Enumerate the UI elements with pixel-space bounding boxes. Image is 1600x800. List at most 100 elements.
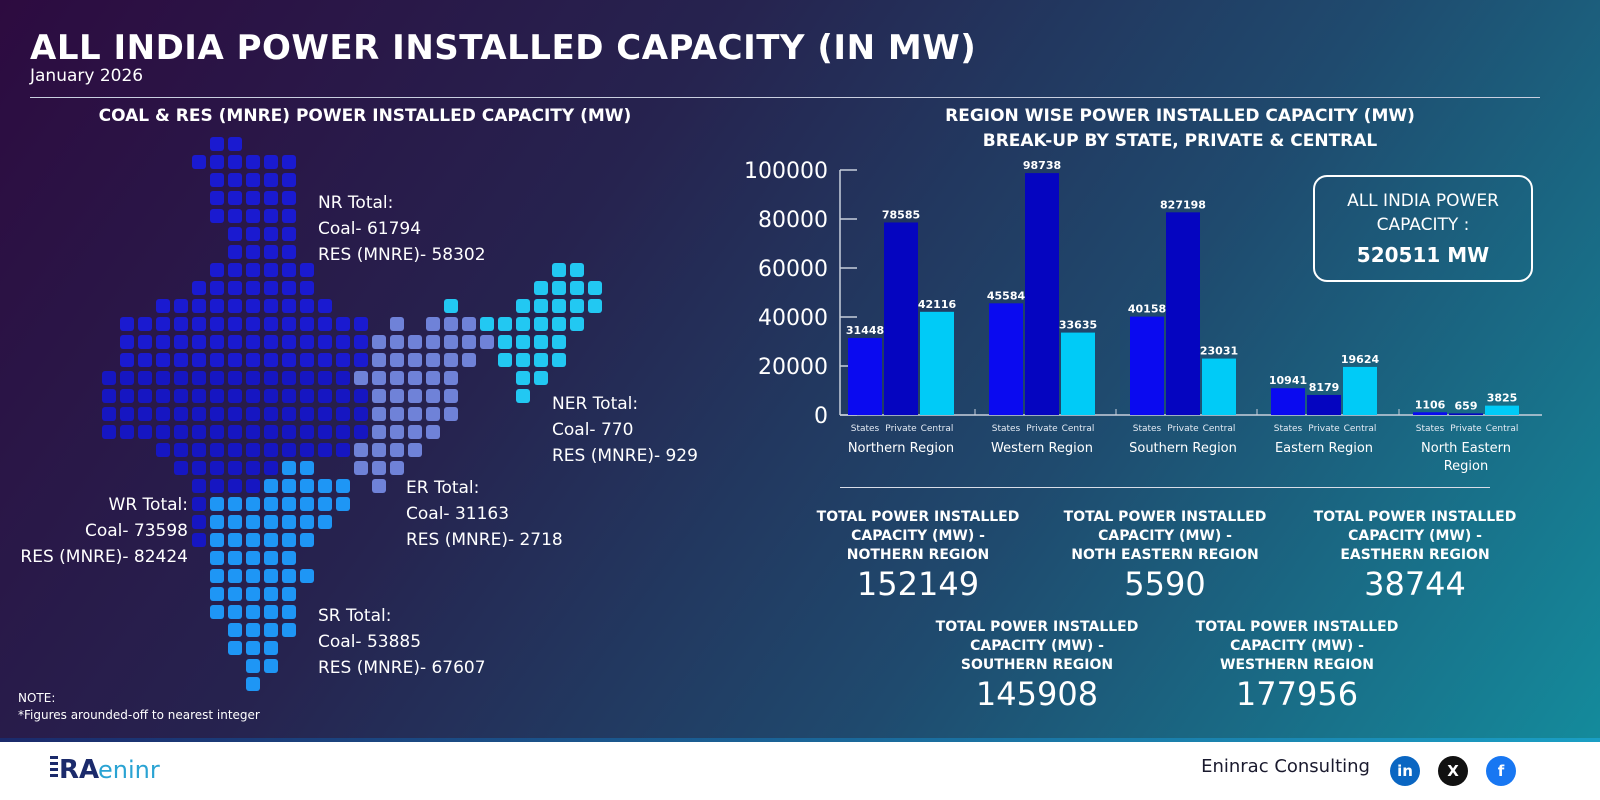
map-dot bbox=[228, 137, 242, 151]
map-dot bbox=[264, 371, 278, 385]
region-total-value: 177956 bbox=[1235, 675, 1359, 713]
map-dot bbox=[156, 389, 170, 403]
map-dot bbox=[210, 209, 224, 223]
map-dot bbox=[300, 533, 314, 547]
map-dot bbox=[444, 299, 458, 313]
map-dot bbox=[246, 479, 260, 493]
map-dot bbox=[192, 353, 206, 367]
map-dot bbox=[174, 371, 188, 385]
subcategory-label: Private bbox=[1308, 424, 1340, 434]
map-dot bbox=[444, 407, 458, 421]
map-dot bbox=[264, 605, 278, 619]
region-total-value: 145908 bbox=[975, 675, 1099, 713]
map-dot bbox=[102, 425, 116, 439]
map-dot bbox=[336, 425, 350, 439]
wr-title: WR Total: bbox=[108, 495, 188, 515]
map-dot bbox=[246, 173, 260, 187]
map-dot bbox=[228, 461, 242, 475]
map-dot bbox=[264, 587, 278, 601]
heading-line: CAPACITY (MW) - bbox=[851, 528, 985, 544]
map-dot bbox=[228, 443, 242, 457]
map-dot bbox=[282, 317, 296, 331]
sr-res: RES (MNRE)- 67607 bbox=[318, 658, 486, 678]
map-dot bbox=[390, 353, 404, 367]
bar-value-label: 33635 bbox=[1059, 319, 1097, 332]
subcategory-label: Central bbox=[1203, 424, 1236, 434]
map-dot bbox=[120, 371, 134, 385]
map-dot bbox=[354, 461, 368, 475]
map-dot bbox=[210, 371, 224, 385]
map-dot bbox=[264, 281, 278, 295]
map-dot bbox=[282, 335, 296, 349]
map-dot bbox=[282, 371, 296, 385]
category-label: Southern Region bbox=[1129, 441, 1237, 456]
map-dot bbox=[354, 425, 368, 439]
map-dot bbox=[282, 173, 296, 187]
map-dot bbox=[228, 155, 242, 169]
map-dot bbox=[246, 263, 260, 277]
map-dot bbox=[318, 497, 332, 511]
map-dot bbox=[372, 425, 386, 439]
category-label: Western Region bbox=[991, 441, 1093, 456]
map-dot bbox=[282, 605, 296, 619]
bar-value-label: 42116 bbox=[918, 298, 957, 311]
map-dot bbox=[210, 497, 224, 511]
wr-label: WR Total: Coal- 73598 RES (MNRE)- 82424 bbox=[10, 492, 188, 570]
x-icon[interactable]: X bbox=[1438, 756, 1468, 786]
map-dot bbox=[174, 443, 188, 457]
sr-title: SR Total: bbox=[318, 606, 392, 626]
map-dot bbox=[264, 173, 278, 187]
map-dot bbox=[228, 641, 242, 655]
map-dot bbox=[246, 569, 260, 583]
map-dot bbox=[156, 335, 170, 349]
bar bbox=[989, 303, 1023, 415]
map-dot bbox=[228, 587, 242, 601]
map-dot bbox=[210, 173, 224, 187]
map-dot bbox=[336, 407, 350, 421]
map-dot bbox=[246, 659, 260, 673]
bar-value-label: 78585 bbox=[882, 208, 920, 221]
map-dot bbox=[138, 389, 152, 403]
bar-value-label: 3825 bbox=[1487, 392, 1518, 405]
map-dot bbox=[210, 407, 224, 421]
map-dot bbox=[264, 461, 278, 475]
map-dot bbox=[282, 407, 296, 421]
map-dot bbox=[390, 461, 404, 475]
map-dot bbox=[372, 353, 386, 367]
map-dot bbox=[390, 389, 404, 403]
map-dot bbox=[354, 335, 368, 349]
map-dot bbox=[516, 353, 530, 367]
map-dot bbox=[228, 425, 242, 439]
map-dot bbox=[246, 605, 260, 619]
heading-line: TOTAL POWER INSTALLED bbox=[935, 619, 1139, 635]
category-label: Eastern Region bbox=[1275, 441, 1373, 456]
region-total: TOTAL POWER INSTALLED CAPACITY (MW) - WEST… bbox=[1177, 618, 1417, 713]
bar bbox=[1449, 413, 1483, 415]
facebook-icon[interactable]: f bbox=[1486, 756, 1516, 786]
bar bbox=[1307, 394, 1341, 415]
bar bbox=[1061, 332, 1095, 415]
map-dot bbox=[228, 317, 242, 331]
map-dot bbox=[156, 317, 170, 331]
map-dot bbox=[282, 425, 296, 439]
map-dot bbox=[264, 497, 278, 511]
map-dot bbox=[174, 299, 188, 313]
map-dot bbox=[138, 371, 152, 385]
map-dot bbox=[156, 353, 170, 367]
map-dot bbox=[210, 155, 224, 169]
map-dot bbox=[264, 623, 278, 637]
linkedin-icon[interactable]: in bbox=[1390, 756, 1420, 786]
note-text: *Figures arounded-off to nearest integer bbox=[18, 708, 260, 722]
map-dot bbox=[300, 263, 314, 277]
map-dot bbox=[336, 353, 350, 367]
map-dot bbox=[534, 281, 548, 295]
map-dot bbox=[264, 407, 278, 421]
map-dot bbox=[570, 263, 584, 277]
map-dot bbox=[264, 299, 278, 313]
nr-title: NR Total: bbox=[318, 193, 394, 213]
map-dot bbox=[408, 425, 422, 439]
map-dot bbox=[228, 245, 242, 259]
section-divider bbox=[840, 487, 1490, 488]
bar bbox=[1343, 366, 1377, 415]
map-dot bbox=[210, 587, 224, 601]
